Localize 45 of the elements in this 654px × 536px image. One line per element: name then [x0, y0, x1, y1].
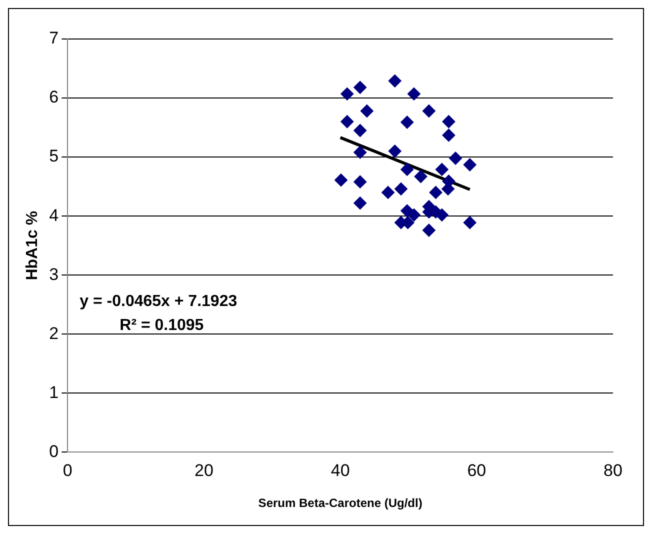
point	[429, 186, 442, 199]
point	[340, 115, 354, 128]
point	[354, 146, 367, 159]
point	[442, 128, 456, 142]
point	[394, 182, 408, 196]
point	[400, 116, 414, 129]
x-tick-label: 80	[604, 461, 622, 480]
point	[435, 208, 448, 222]
annotation: R² = 0.1095	[120, 317, 204, 334]
point	[360, 104, 374, 118]
x-tick-label: 60	[467, 461, 486, 480]
y-tick-label: 0	[49, 442, 59, 461]
y-tick-label: 3	[49, 264, 59, 284]
y-tick-label: 2	[49, 324, 59, 343]
y-tick-label: 5	[49, 146, 59, 166]
y-tick-label: 4	[49, 206, 59, 225]
point	[442, 115, 456, 128]
point	[435, 162, 448, 176]
y-tick-label: 7	[49, 28, 59, 48]
point	[382, 186, 395, 199]
point	[407, 87, 420, 100]
point	[340, 87, 354, 100]
point	[407, 208, 420, 222]
point	[400, 162, 414, 176]
point	[388, 144, 402, 158]
point	[463, 158, 476, 172]
y-axis-title: HbA1c %	[24, 210, 42, 280]
point	[463, 216, 476, 230]
point	[449, 152, 462, 165]
x-axis-title: Serum Beta-Carotene (Ug/dl)	[258, 496, 422, 510]
point	[354, 124, 367, 137]
x-tick-label: 0	[62, 461, 72, 480]
y-tick-label: 6	[49, 88, 59, 107]
point	[422, 104, 436, 118]
point	[334, 174, 348, 187]
point	[354, 80, 367, 94]
annotation: y = -0.0465x + 7.1923	[80, 293, 238, 310]
point	[422, 224, 436, 237]
y-tick-label: 1	[49, 382, 59, 402]
point	[354, 196, 367, 210]
point	[414, 170, 428, 184]
point	[354, 175, 367, 188]
x-tick-label: 40	[330, 461, 350, 480]
point	[388, 74, 402, 88]
x-tick-label: 20	[194, 461, 214, 480]
